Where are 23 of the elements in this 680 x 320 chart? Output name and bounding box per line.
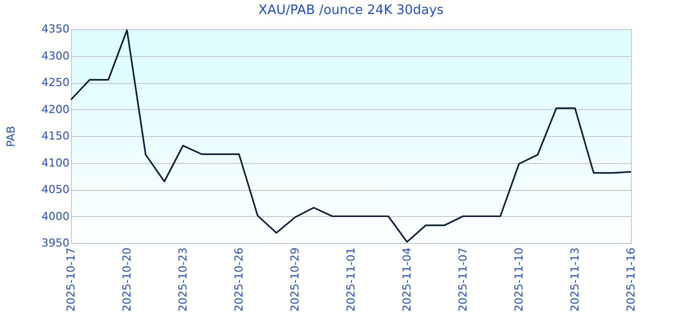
y-tick-label: 4300 (42, 49, 70, 62)
x-tick-label: 2025-10-29 (288, 248, 302, 312)
y-axis-title: PAB (4, 126, 18, 148)
x-tick-label: 2025-11-07 (456, 248, 470, 312)
y-tick-label: 4150 (42, 130, 70, 142)
line-series (70, 29, 632, 243)
y-tick-label: 4200 (42, 102, 70, 116)
y-tick-label: 4100 (42, 156, 70, 170)
chart-title: XAU/PAB /ounce 24K 30days (258, 3, 444, 18)
y-tick-label: 4000 (42, 210, 70, 223)
y-tick-label: 3950 (42, 236, 70, 250)
x-tick-label: 2025-11-10 (512, 248, 526, 312)
y-tick-label: 4050 (42, 183, 70, 196)
x-tick-label: 2025-11-04 (400, 248, 414, 312)
x-tick-label: 2025-10-20 (120, 248, 134, 312)
x-tick-label: 2025-10-23 (176, 248, 190, 312)
x-tick-label: 2025-11-01 (344, 248, 358, 312)
x-tick-label: 2025-11-16 (624, 248, 638, 312)
x-tick-label: 2025-11-13 (568, 248, 582, 312)
y-tick-label: 4250 (42, 76, 70, 89)
x-tick-label: 2025-10-17 (64, 248, 78, 312)
y-tick-label: 4350 (42, 22, 70, 36)
x-tick-label: 2025-10-26 (232, 248, 246, 312)
